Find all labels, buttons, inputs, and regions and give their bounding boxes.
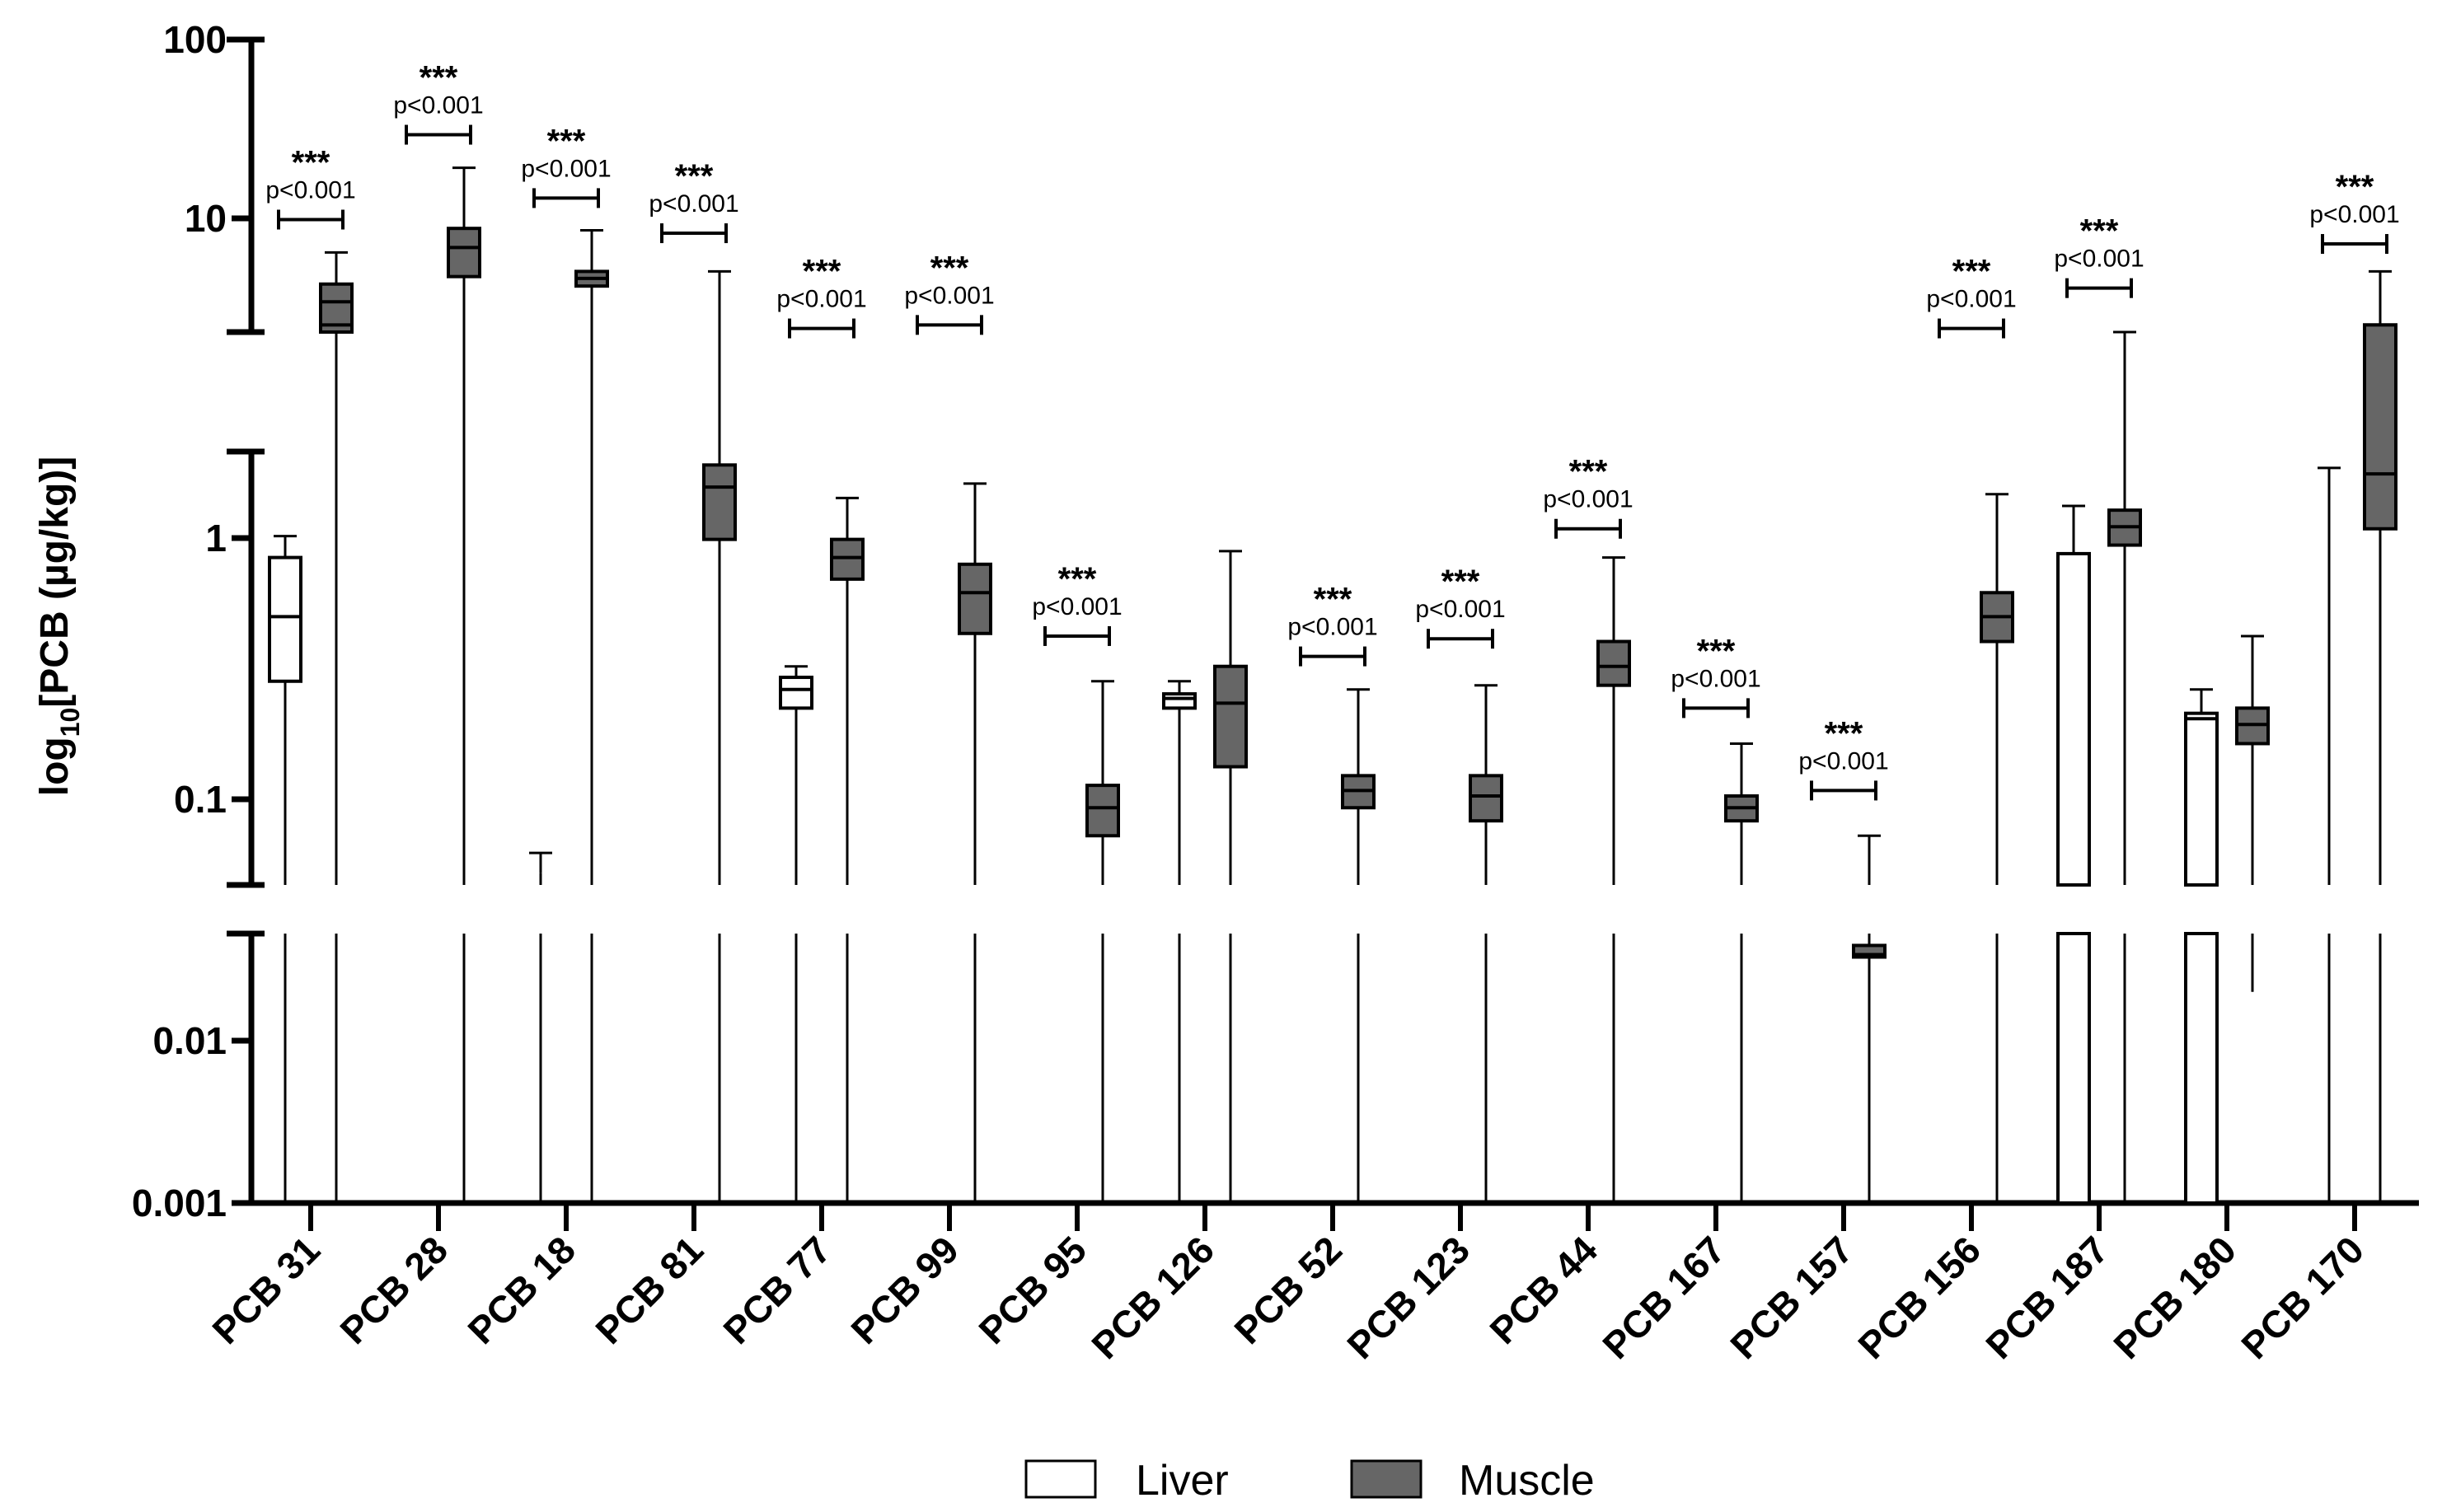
muscle-pcb-31-box (319, 323, 354, 334)
significance-p-value: p<0.001 (1032, 593, 1122, 620)
y-tick-label: 0.001 (132, 1182, 227, 1224)
significance-stars: *** (1441, 564, 1480, 600)
x-tick-label: PCB 157 (1722, 1228, 1861, 1367)
significance-p-value: p<0.001 (265, 177, 355, 204)
x-tick-label: PCB 52 (1226, 1228, 1350, 1352)
y-tick-label: 100 (163, 18, 227, 61)
y-axis-title: log10[PCB (µg/kg)] (33, 456, 85, 797)
significance-stars: *** (930, 250, 969, 286)
x-tick-label: PCB 180 (2105, 1228, 2244, 1367)
significance-stars: *** (2080, 213, 2119, 250)
svg-text:log10[PCB (µg/kg)]: log10[PCB (µg/kg)] (33, 456, 85, 797)
significance-stars: *** (803, 254, 841, 290)
significance-stars: *** (1058, 561, 1097, 597)
significance-p-value: p<0.001 (2054, 246, 2144, 273)
muscle-pcb-28-box (447, 227, 481, 279)
legend: Liver Muscle (1024, 1457, 1595, 1505)
liver-pcb-187-box (2056, 551, 2091, 887)
y-tick-label: 0.1 (174, 778, 227, 821)
x-tick-label: PCB 170 (2233, 1228, 2372, 1367)
significance-p-value: p<0.001 (1415, 596, 1505, 623)
y-axis-title-suffix: [PCB (µg/kg)] (33, 456, 77, 708)
liver-pcb-31-box (268, 555, 302, 683)
liver-pcb-180-box (2184, 932, 2219, 1205)
significance-p-value: p<0.001 (521, 155, 611, 182)
x-tick-label: PCB 44 (1481, 1228, 1605, 1352)
significance-p-value: p<0.001 (1671, 665, 1760, 692)
significance-stars: *** (292, 145, 330, 181)
liver-pcb-77-box (779, 676, 813, 710)
significance-stars: *** (1569, 454, 1608, 490)
muscle-pcb-170-box (2363, 323, 2397, 531)
x-tick-label: PCB 77 (715, 1228, 839, 1352)
significance-p-value: p<0.001 (776, 286, 866, 313)
plot-area: p<0.001***p<0.001***p<0.001***p<0.001***… (227, 36, 2419, 1231)
y-axis-title-prefix: log (33, 737, 77, 796)
x-tick-label: PCB 95 (970, 1228, 1094, 1352)
y-tick-label: 1 (205, 517, 227, 559)
significance-p-value: p<0.001 (1926, 286, 2016, 313)
legend-swatch-liver (1024, 1459, 1097, 1499)
significance-p-value: p<0.001 (904, 282, 994, 309)
significance-p-value: p<0.001 (2309, 201, 2399, 228)
significance-stars: *** (419, 60, 458, 96)
muscle-pcb-95-box (1085, 784, 1120, 838)
muscle-pcb-99-box (958, 562, 992, 635)
x-tick-label: PCB 187 (1977, 1228, 2116, 1367)
muscle-pcb-77-box (830, 537, 865, 581)
significance-stars: *** (1697, 633, 1736, 669)
significance-p-value: p<0.001 (1798, 747, 1888, 775)
legend-swatch-muscle (1350, 1459, 1423, 1499)
legend-label-liver: Liver (1136, 1457, 1229, 1505)
significance-p-value: p<0.001 (1543, 486, 1633, 513)
significance-stars: *** (1314, 582, 1352, 618)
significance-stars: *** (1952, 254, 1991, 290)
x-tick-label: PCB 126 (1083, 1228, 1222, 1367)
significance-stars: *** (1825, 715, 1863, 751)
x-tick-label: PCB 123 (1338, 1228, 1478, 1367)
significance-p-value: p<0.001 (1287, 614, 1377, 641)
muscle-pcb-81-box (702, 463, 737, 541)
significance-stars: *** (675, 158, 714, 194)
y-tick-label: 0.01 (152, 1019, 227, 1062)
muscle-pcb-44-box (1596, 639, 1631, 687)
significance-stars: *** (547, 123, 586, 159)
y-tick-label: 10 (185, 197, 227, 240)
significance-p-value: p<0.001 (393, 92, 483, 119)
x-tick-label: PCB 167 (1594, 1228, 1733, 1367)
legend-label-muscle: Muscle (1459, 1457, 1595, 1505)
y-axis-title-subscript: 10 (55, 708, 85, 737)
liver-pcb-126-box (1162, 692, 1197, 710)
liver-pcb-180-box (2184, 711, 2219, 887)
x-tick-label: PCB 31 (204, 1228, 328, 1352)
x-tick-label: PCB 18 (459, 1228, 584, 1352)
significance-stars: *** (2336, 169, 2374, 205)
x-tick-label: PCB 81 (587, 1228, 711, 1352)
x-tick-label: PCB 99 (842, 1228, 967, 1352)
liver-pcb-187-box (2056, 932, 2091, 1205)
significance-p-value: p<0.001 (649, 190, 738, 218)
x-tick-label: PCB 28 (331, 1228, 456, 1352)
muscle-pcb-126-box (1213, 664, 1248, 769)
muscle-pcb-123-box (1469, 774, 1503, 823)
x-tick-label: PCB 156 (1849, 1228, 1989, 1367)
